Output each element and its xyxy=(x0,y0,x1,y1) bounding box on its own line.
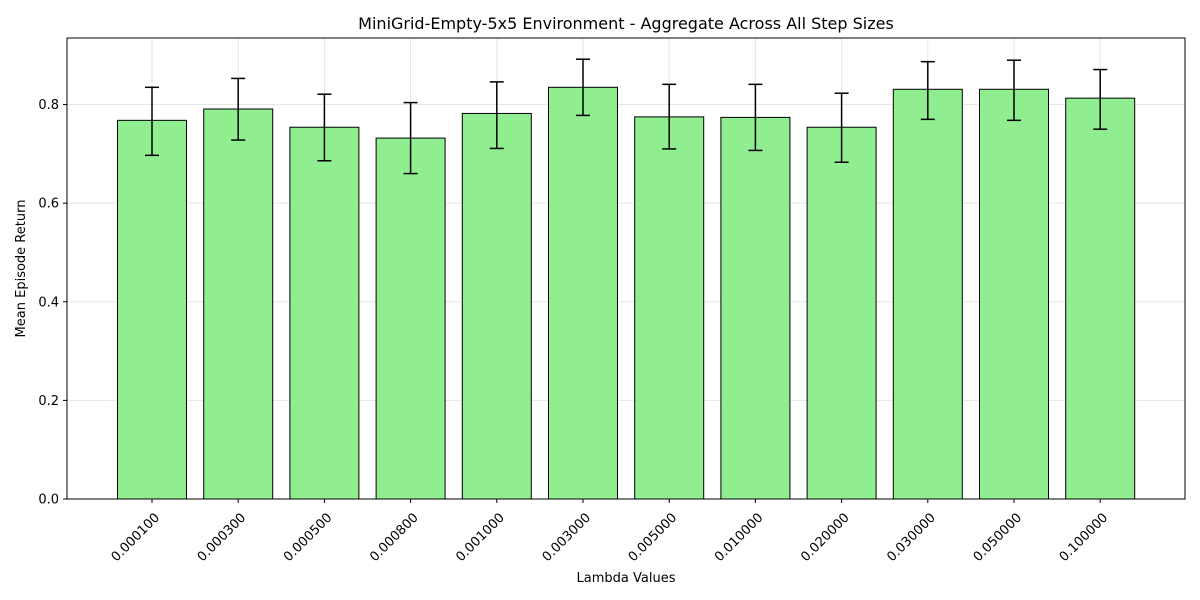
x-tick-label: 0.005000 xyxy=(626,510,680,564)
y-tick-label: 0.6 xyxy=(38,197,59,212)
chart-title: MiniGrid-Empty-5x5 Environment - Aggrega… xyxy=(358,14,894,33)
x-tick-label: 0.020000 xyxy=(798,510,852,564)
y-axis-title: Mean Episode Return xyxy=(14,200,29,338)
x-tick-label: 0.000300 xyxy=(195,510,249,564)
y-tick-label: 0.0 xyxy=(38,493,59,508)
x-tick-label: 0.000100 xyxy=(109,510,163,564)
x-axis-title: Lambda Values xyxy=(577,571,676,586)
x-tick-label: 0.000500 xyxy=(281,510,335,564)
bar-0.020000 xyxy=(806,126,877,500)
bar-0.005000 xyxy=(634,116,705,500)
plot-frame xyxy=(66,37,1186,500)
bar-0.010000 xyxy=(720,116,791,500)
bar-0.001000 xyxy=(461,112,532,500)
bar-0.000800 xyxy=(375,137,446,500)
bars xyxy=(117,86,1136,500)
x-tick-label: 0.100000 xyxy=(1057,510,1111,564)
x-tick-label: 0.050000 xyxy=(971,510,1025,564)
y-tick-label: 0.2 xyxy=(38,394,59,409)
bar-0.000500 xyxy=(289,126,360,500)
bar-0.000100 xyxy=(117,119,187,500)
bar-0.003000 xyxy=(548,86,618,500)
y-tick-label: 0.8 xyxy=(38,98,59,113)
x-axis: 0.000100 0.000300 0.000500 0.000800 0.001000… xyxy=(109,499,1111,565)
x-tick-label: 0.003000 xyxy=(540,510,594,564)
bar-0.100000 xyxy=(1065,97,1136,500)
error-bars xyxy=(145,58,1108,175)
bar-0.000300 xyxy=(203,108,274,500)
x-tick-label: 0.010000 xyxy=(712,510,766,564)
y-axis: 0.0 0.2 0.4 0.6 0.8 xyxy=(38,98,67,508)
bar-0.050000 xyxy=(979,88,1049,500)
bar-0.030000 xyxy=(892,88,963,500)
y-tick-label: 0.4 xyxy=(38,295,59,310)
x-tick-label: 0.030000 xyxy=(884,510,938,564)
x-tick-label: 0.001000 xyxy=(453,510,507,564)
x-tick-label: 0.000800 xyxy=(367,510,421,564)
